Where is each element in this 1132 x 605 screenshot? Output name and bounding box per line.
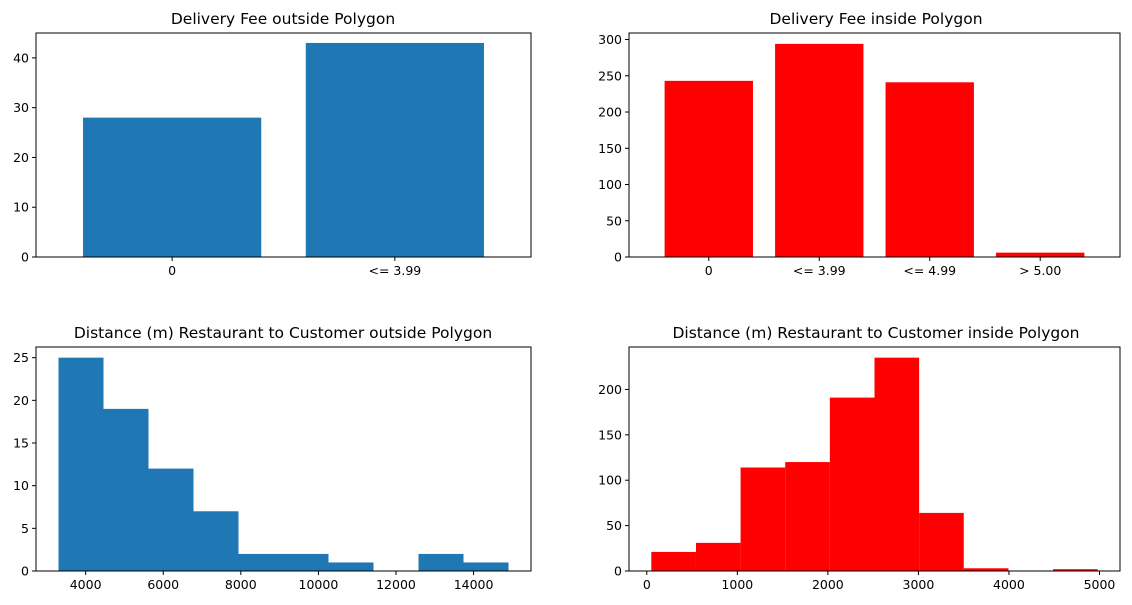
x-tick-label: 0	[705, 263, 713, 278]
x-tick-label: > 5.00	[1019, 263, 1061, 278]
axes-frame	[35, 32, 532, 258]
x-tick-label: 6000	[147, 577, 179, 592]
histogram-bar	[651, 551, 696, 571]
x-tick-label: 14000	[454, 577, 494, 592]
x-tick-label: 0	[643, 577, 651, 592]
x-tick-label: 4000	[70, 577, 102, 592]
histogram-bar	[463, 562, 509, 571]
histogram-bar	[874, 357, 920, 571]
y-tick-label: 40	[13, 50, 29, 65]
bar	[664, 80, 753, 257]
x-tick-label: 0	[168, 263, 176, 278]
histogram-bar	[1053, 569, 1098, 571]
histogram-bar	[919, 512, 964, 571]
bar	[83, 117, 262, 257]
histogram-bar	[283, 553, 329, 571]
y-tick-label: 50	[606, 213, 622, 228]
bars	[664, 43, 1085, 258]
histogram-bar	[963, 568, 1009, 571]
histogram-bar	[418, 553, 464, 571]
y-tick-label: 25	[13, 350, 29, 365]
y-tick-label: 100	[598, 473, 622, 488]
bars	[83, 42, 484, 258]
y-tick-label: 20	[13, 393, 29, 408]
y-tick-label: 0	[21, 564, 29, 579]
histogram-bar	[829, 397, 875, 571]
bars	[58, 357, 509, 571]
x-tick-label: 10000	[299, 577, 339, 592]
chart-delivery-fee-outside: Delivery Fee outside Polygon 0 <= 3.99 0 10…	[13, 10, 532, 278]
y-tick-label: 0	[21, 250, 29, 265]
histogram-bar	[695, 542, 741, 571]
y-tick-label: 50	[606, 518, 622, 533]
bar	[996, 252, 1085, 257]
x-ticks: 0 <= 3.99 <= 4.99 > 5.00	[705, 257, 1061, 278]
y-tick-label: 20	[13, 150, 29, 165]
x-tick-label: 1000	[721, 577, 753, 592]
y-tick-label: 15	[13, 436, 29, 451]
axes-frame	[628, 32, 1121, 258]
y-tick-label: 10	[13, 478, 29, 493]
chart-title: Delivery Fee outside Polygon	[171, 10, 395, 28]
x-tick-label: <= 3.99	[793, 263, 846, 278]
y-tick-label: 0	[614, 564, 622, 579]
y-tick-label: 250	[598, 68, 622, 83]
chart-delivery-fee-inside: Delivery Fee inside Polygon 0 <= 3.99 <= 4…	[598, 10, 1121, 278]
x-ticks: 0 1000 2000 3000 4000 5000	[643, 571, 1116, 592]
y-tick-label: 10	[13, 200, 29, 215]
chart-title: Delivery Fee inside Polygon	[769, 10, 982, 28]
axes-frame	[628, 346, 1121, 572]
x-tick-label: 3000	[903, 577, 935, 592]
y-ticks: 0 10 20 30 40	[13, 50, 36, 265]
x-tick-label: 4000	[993, 577, 1025, 592]
y-tick-label: 150	[598, 141, 622, 156]
bars	[651, 357, 1098, 571]
x-tick-label: 5000	[1084, 577, 1116, 592]
y-tick-label: 150	[598, 427, 622, 442]
chart-title: Distance (m) Restaurant to Customer outs…	[74, 324, 492, 342]
histogram-bar	[148, 468, 194, 571]
x-ticks: 0 <= 3.99	[168, 257, 421, 278]
y-ticks: 0 50 100 150 200	[598, 382, 629, 579]
x-tick-label: <= 4.99	[903, 263, 956, 278]
bar	[305, 42, 484, 258]
bar	[775, 43, 864, 258]
y-ticks: 0 5 10 15 20 25	[13, 350, 36, 579]
y-tick-label: 200	[598, 382, 622, 397]
y-tick-label: 0	[614, 250, 622, 265]
chart-distance-inside: Distance (m) Restaurant to Customer insi…	[598, 324, 1121, 592]
y-ticks: 0 50 100 150 200 250 300	[598, 32, 629, 265]
histogram-bar	[238, 553, 284, 571]
histogram-bar	[785, 462, 830, 571]
bar	[885, 82, 974, 257]
histogram-bar	[58, 357, 104, 571]
y-tick-label: 200	[598, 105, 622, 120]
x-tick-label: 12000	[376, 577, 416, 592]
histogram-bar	[740, 467, 786, 571]
y-tick-label: 100	[598, 177, 622, 192]
histogram-bar	[328, 562, 374, 571]
axes-frame	[35, 346, 532, 572]
x-ticks: 4000 6000 8000 10000 12000 14000	[70, 571, 494, 592]
histogram-bar	[193, 511, 239, 571]
y-tick-label: 30	[13, 100, 29, 115]
chart-distance-outside: Distance (m) Restaurant to Customer outs…	[13, 324, 532, 592]
y-tick-label: 5	[21, 521, 29, 536]
x-tick-label: 8000	[225, 577, 257, 592]
x-tick-label: <= 3.99	[368, 263, 421, 278]
chart-title: Distance (m) Restaurant to Customer insi…	[672, 324, 1079, 342]
y-tick-label: 300	[598, 32, 622, 47]
x-tick-label: 2000	[812, 577, 844, 592]
histogram-bar	[103, 408, 149, 571]
